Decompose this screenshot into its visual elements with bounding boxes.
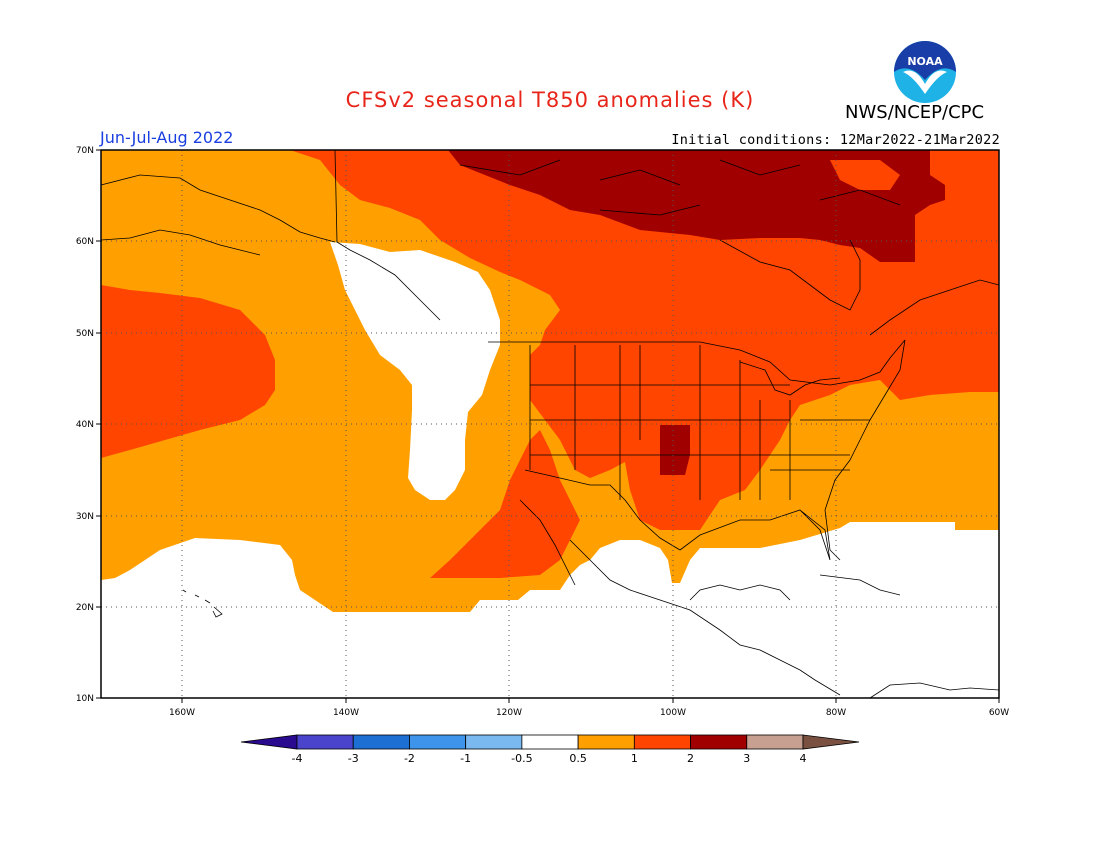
colorbar: -4 -3 -2 -1 -0.5 0.5 1 2 3 4 <box>240 734 860 765</box>
anomaly-region-1-2-southwest <box>430 430 580 578</box>
colorbar-label: 0.5 <box>569 752 587 765</box>
colorbar-segment <box>577 734 635 750</box>
alaska-coast <box>100 174 336 243</box>
colorbar-segment <box>802 734 860 750</box>
agency-label: NWS/NCEP/CPC <box>845 102 985 123</box>
colorbar-label: -2 <box>404 752 415 765</box>
lon-label: 100W <box>660 708 686 718</box>
season-label: Jun-Jul-Aug 2022 <box>100 128 234 147</box>
yucatan-outline <box>689 584 791 601</box>
us-mexico-border <box>524 469 681 551</box>
initial-conditions-label: Initial conditions: 12Mar2022-21Mar2022 <box>671 132 1000 148</box>
lat-label: 40N <box>76 420 94 430</box>
anomaly-region-1-2-quebec <box>830 160 900 190</box>
colorbar-segment <box>409 734 467 750</box>
map-title: CFSv2 seasonal T850 anomalies (K) <box>345 88 755 112</box>
lat-label: 70N <box>76 146 94 156</box>
east-canada-coast <box>869 279 1000 336</box>
lat-label: 10N <box>76 694 94 704</box>
latitude-labels: 70N 60N 50N 40N 30N 20N 10N <box>76 146 94 704</box>
lat-label: 50N <box>76 329 94 339</box>
colorbar-segment <box>296 734 354 750</box>
lon-label: 80W <box>826 708 846 718</box>
logo-text: NOAA <box>907 55 943 68</box>
lon-label: 60W <box>989 708 1009 718</box>
alaska-canada-border <box>334 149 441 321</box>
anomaly-region-1-2-pacific <box>101 285 275 458</box>
arctic-islands <box>459 159 901 216</box>
colorbar-label: 3 <box>743 752 750 765</box>
colorbar-label: -0.5 <box>511 752 532 765</box>
colorbar-segment <box>746 734 804 750</box>
lat-label: 20N <box>76 603 94 613</box>
us-state-lines <box>529 345 870 500</box>
anomaly-region-neutral-westcoast <box>330 242 500 500</box>
hudson-bay <box>719 239 861 311</box>
colorbar-label: -1 <box>460 752 471 765</box>
baja-outline <box>519 499 576 586</box>
lon-label: 140W <box>333 708 359 718</box>
cuba-outline <box>819 574 901 596</box>
us-canada-border <box>488 339 906 386</box>
south-america-outline <box>869 682 1000 699</box>
great-lakes <box>739 361 841 396</box>
colorbar-label: 2 <box>687 752 694 765</box>
colorbar-label: -4 <box>292 752 303 765</box>
gulf-coast <box>679 509 831 561</box>
anomaly-region-1-2-north <box>101 150 999 530</box>
hawaii-islands <box>182 589 223 618</box>
colorbar-segment <box>521 734 579 750</box>
colorbar-label: -3 <box>348 752 359 765</box>
colorbar-segment <box>633 734 691 750</box>
longitude-labels: 160W 140W 120W 100W 80W 60W <box>169 708 1009 718</box>
noaa-logo: NOAA <box>894 41 956 103</box>
tick-marks <box>96 149 1000 703</box>
colorbar-segment <box>352 734 410 750</box>
colorbar-label: 1 <box>631 752 638 765</box>
colorbar-segment <box>465 734 523 750</box>
colorbar-segment <box>690 734 748 750</box>
mexico-outline <box>569 539 841 696</box>
colorbar-segment <box>240 734 298 750</box>
lat-label: 30N <box>76 512 94 522</box>
lon-label: 160W <box>169 708 195 718</box>
lat-label: 60N <box>76 237 94 247</box>
anomaly-region-2-3-plains <box>660 425 690 475</box>
political-boundaries <box>100 149 1000 699</box>
lon-label: 120W <box>496 708 522 718</box>
alaska-west-coast <box>100 229 261 256</box>
east-us-coast <box>824 339 906 561</box>
colorbar-label: 4 <box>800 752 807 765</box>
